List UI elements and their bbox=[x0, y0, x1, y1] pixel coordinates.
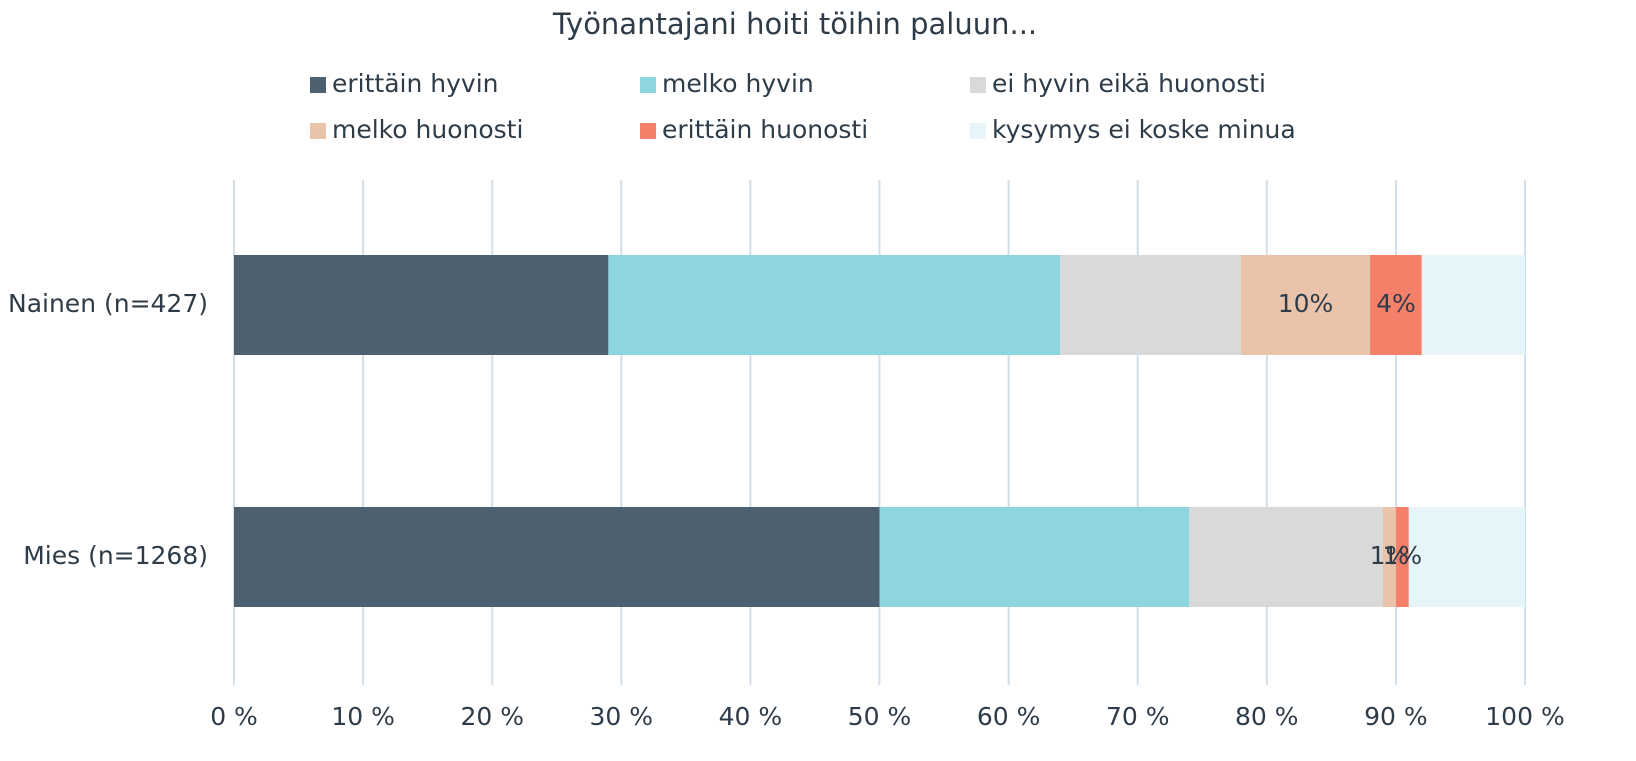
legend-label: ei hyvin eikä huonosti bbox=[992, 69, 1266, 98]
x-tick-label: 20 % bbox=[460, 702, 524, 731]
bar-segment bbox=[1370, 255, 1422, 355]
y-tick-label: Nainen (n=427) bbox=[8, 289, 208, 318]
legend-label: erittäin huonosti bbox=[662, 115, 868, 144]
x-tick-label: 0 % bbox=[210, 702, 258, 731]
data-label: 4% bbox=[1376, 289, 1416, 318]
x-tick-label: 10 % bbox=[331, 702, 395, 731]
x-tick-label: 30 % bbox=[590, 702, 654, 731]
bar-segment bbox=[879, 507, 1190, 607]
bar-segment bbox=[1189, 507, 1383, 607]
bar-segment bbox=[1421, 255, 1525, 355]
bar-segment bbox=[1060, 255, 1241, 355]
legend-swatch bbox=[640, 123, 656, 139]
bar-segment bbox=[1408, 507, 1525, 607]
legend-swatch bbox=[310, 77, 326, 93]
legend-label: kysymys ei koske minua bbox=[992, 115, 1296, 144]
x-tick-label: 60 % bbox=[977, 702, 1041, 731]
bar-segment bbox=[1382, 507, 1396, 607]
x-tick-label: 90 % bbox=[1364, 702, 1428, 731]
data-label: 1% bbox=[1370, 541, 1410, 570]
x-tick-label: 70 % bbox=[1106, 702, 1170, 731]
x-tick-label: 40 % bbox=[719, 702, 783, 731]
legend-swatch bbox=[640, 77, 656, 93]
data-label: 1% bbox=[1383, 541, 1423, 570]
legend-label: erittäin hyvin bbox=[332, 69, 499, 98]
chart-title: Työnantajani hoiti töihin paluun... bbox=[552, 7, 1037, 41]
legend-swatch bbox=[970, 123, 986, 139]
bar-segment bbox=[608, 255, 1061, 355]
x-tick-label: 80 % bbox=[1235, 702, 1299, 731]
bar-segment bbox=[1240, 255, 1371, 355]
legend-swatch bbox=[970, 77, 986, 93]
data-label: 10% bbox=[1278, 289, 1334, 318]
bar-segment bbox=[234, 255, 609, 355]
legend-label: melko huonosti bbox=[332, 115, 523, 144]
legend-swatch bbox=[310, 123, 326, 139]
x-tick-label: 50 % bbox=[848, 702, 912, 731]
y-tick-label: Mies (n=1268) bbox=[23, 541, 208, 570]
legend-label: melko hyvin bbox=[662, 69, 814, 98]
bar-segment bbox=[234, 507, 880, 607]
bar-segment bbox=[1395, 507, 1409, 607]
x-tick-label: 100 % bbox=[1485, 702, 1564, 731]
